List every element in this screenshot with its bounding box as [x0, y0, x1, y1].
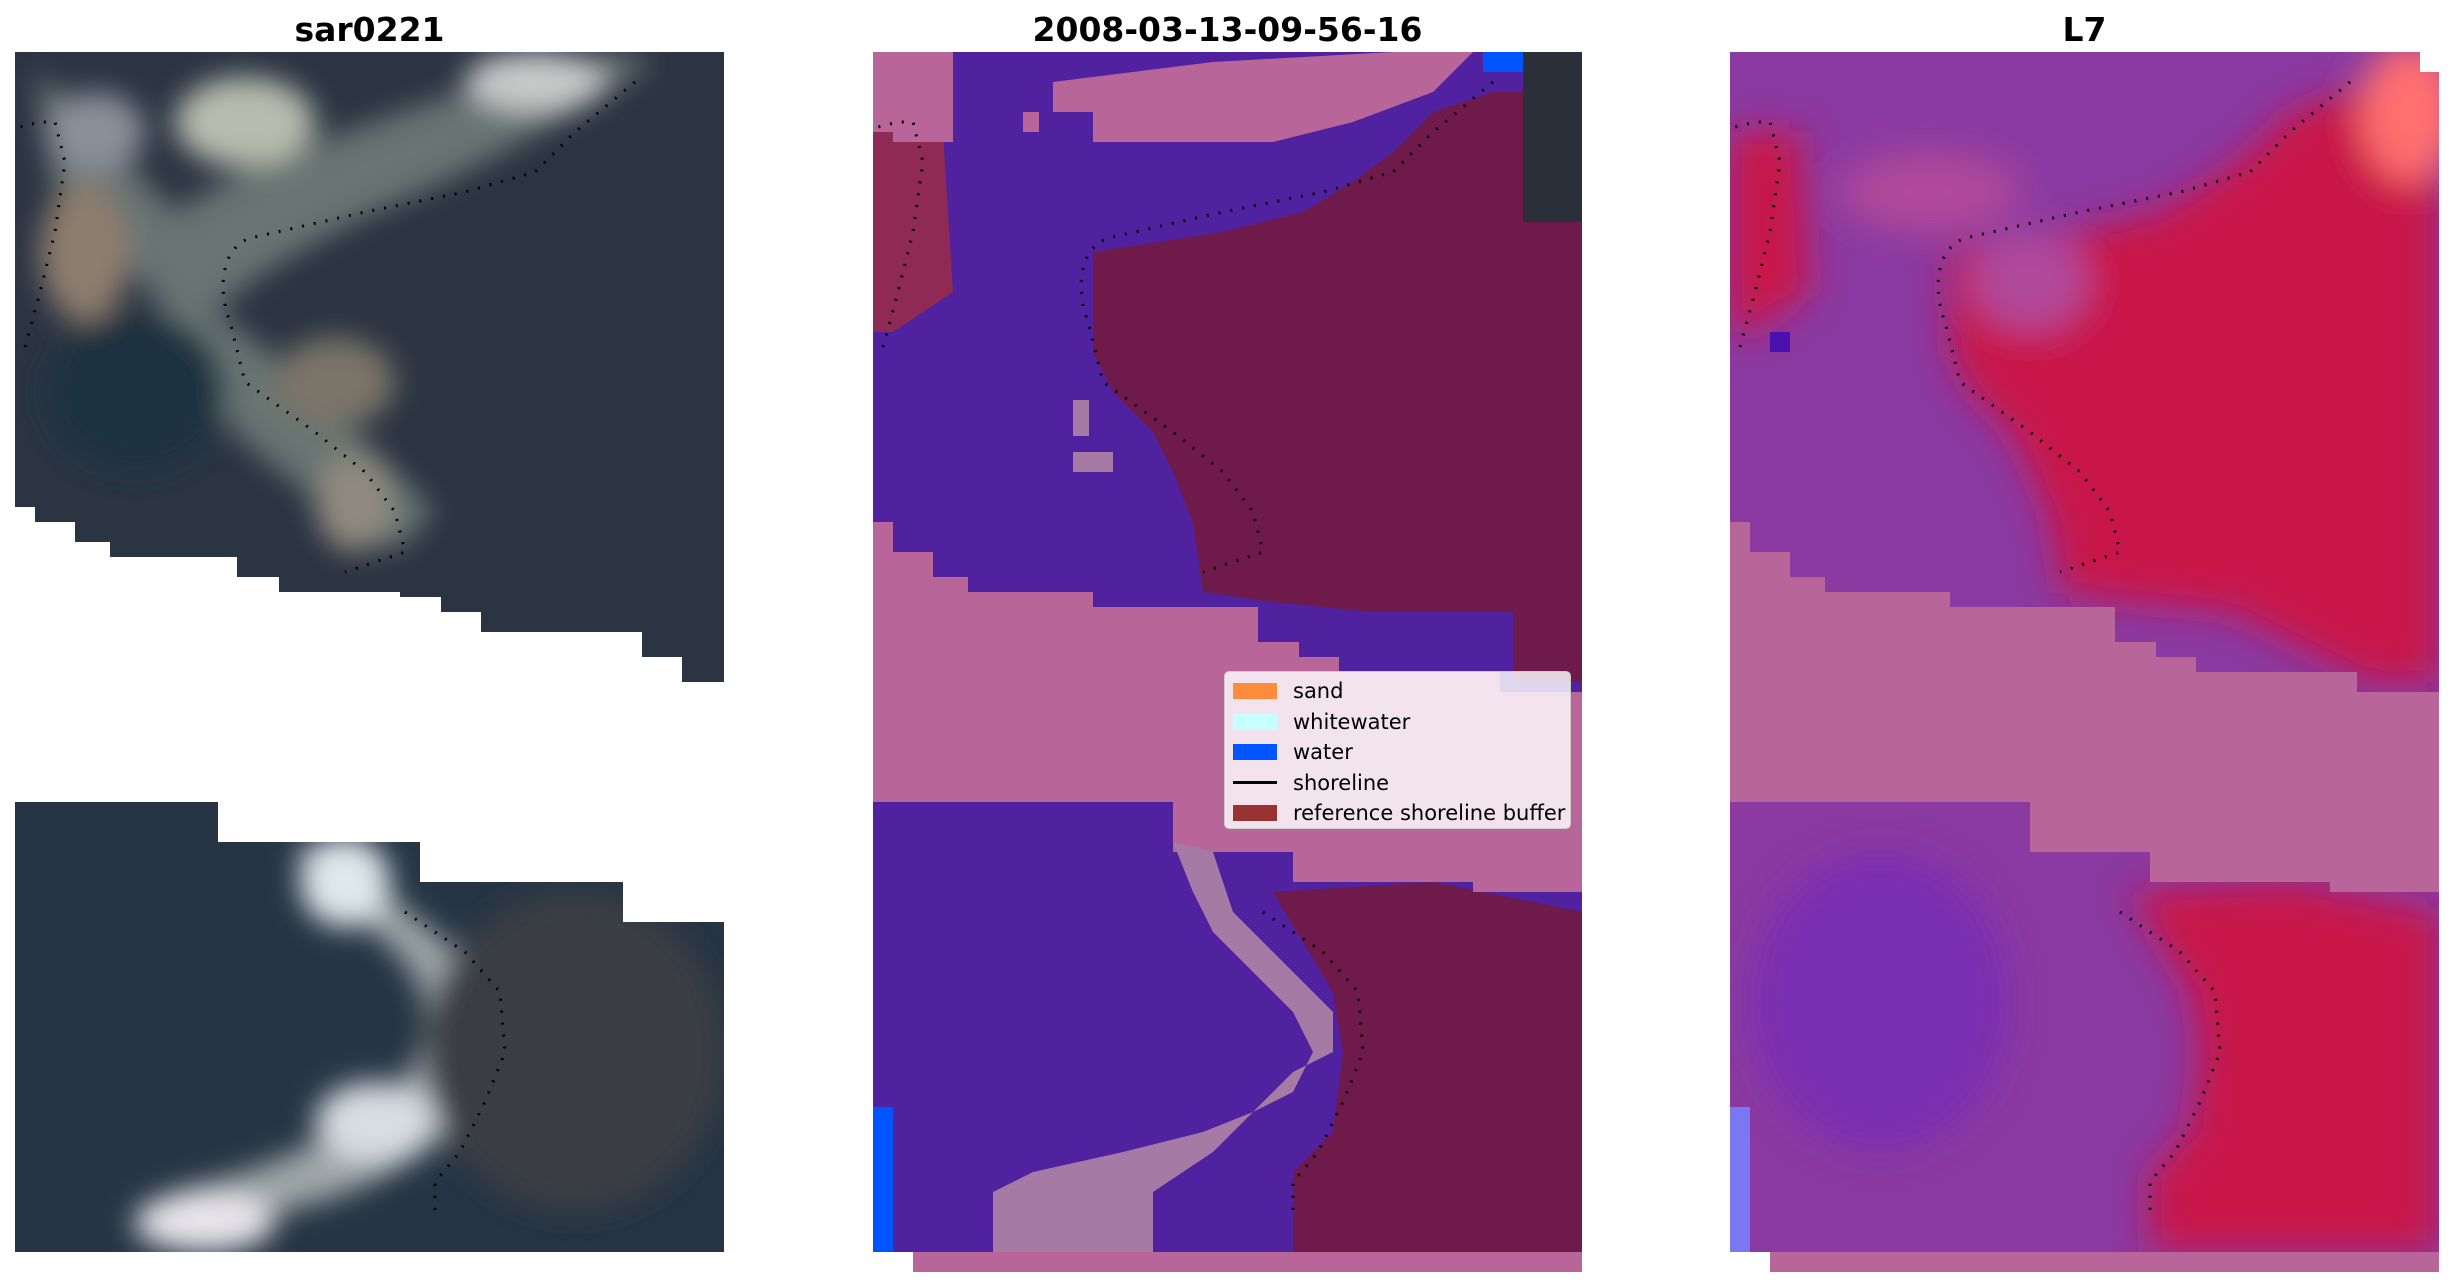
legend-item-shoreline: shoreline: [1233, 768, 1570, 799]
legend: sand whitewater water shoreline referenc…: [1224, 671, 1571, 829]
legend-label-sand: sand: [1293, 679, 1344, 704]
legend-label-shoreline: shoreline: [1293, 770, 1390, 795]
legend-label-water: water: [1293, 740, 1353, 765]
lower-image-block: [15, 752, 724, 1252]
legend-swatch-sand: [1233, 683, 1277, 700]
legend-item-water: water: [1233, 737, 1570, 768]
legend-label-buffer: reference shoreline buffer: [1293, 801, 1566, 826]
upper-image-block: [15, 52, 724, 752]
legend-item-sand: sand: [1233, 676, 1570, 707]
legend-swatch-buffer: [1233, 805, 1277, 822]
panel-title-index: L7: [2062, 10, 2107, 49]
panel-title-classified: 2008-03-13-09-56-16: [1032, 10, 1423, 49]
legend-item-whitewater: whitewater: [1233, 707, 1570, 738]
legend-swatch-whitewater: [1233, 713, 1277, 730]
panel-title-rgb: sar0221: [294, 10, 445, 49]
classified-image: [873, 52, 1582, 1272]
rgb-satellite-image: [15, 52, 724, 1252]
legend-line-shoreline: [1233, 781, 1277, 785]
legend-swatch-water: [1233, 744, 1277, 761]
legend-label-whitewater: whitewater: [1293, 709, 1411, 734]
index-image: [1730, 52, 2439, 1272]
legend-item-buffer: reference shoreline buffer: [1233, 798, 1570, 829]
